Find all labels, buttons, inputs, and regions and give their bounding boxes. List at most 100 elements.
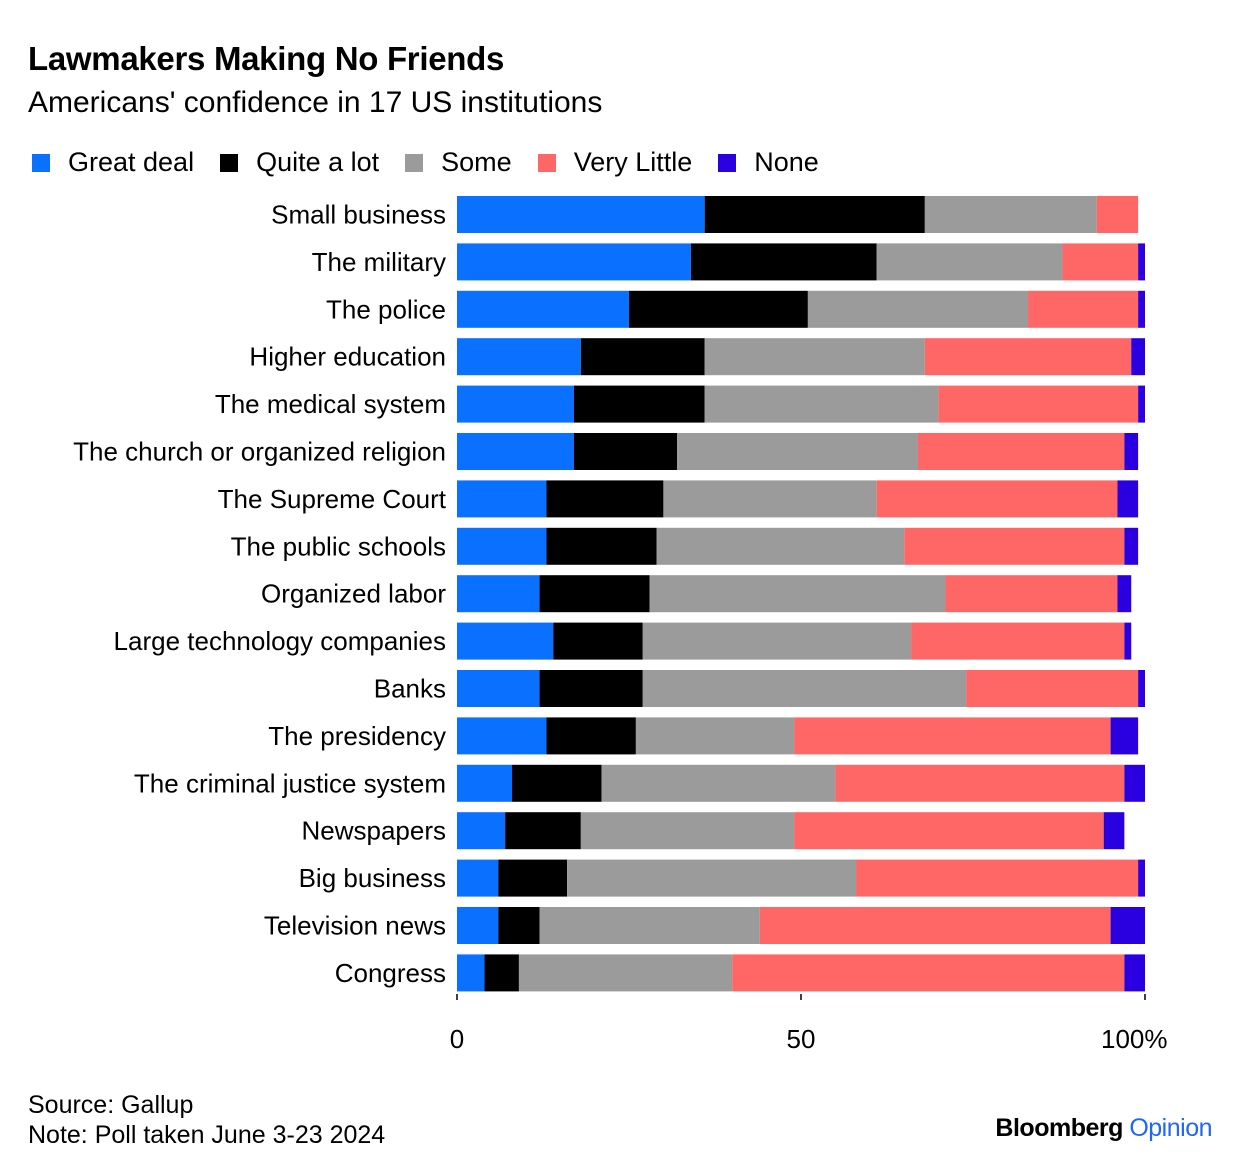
x-tick-label-50: 50 xyxy=(787,1024,816,1054)
bar-segment-the-church-or-organized-religion-great-deal xyxy=(457,433,574,470)
category-label-the-church-or-organized-religion: The church or organized religion xyxy=(73,437,446,467)
bar-segment-the-public-schools-some xyxy=(656,527,905,565)
brand-primary: Bloomberg xyxy=(995,1114,1123,1142)
bar-segment-the-medical-system-great-deal xyxy=(457,385,574,423)
bar-segment-the-public-schools-great-deal xyxy=(457,527,547,565)
bar-segment-the-criminal-justice-system-very-little xyxy=(835,764,1125,802)
bar-segment-the-supreme-court-none xyxy=(1117,480,1139,518)
source-text: Source: Gallup xyxy=(28,1091,194,1119)
chart-footnote: Source: Gallup Note: Poll taken June 3-2… xyxy=(28,1090,385,1150)
bar-segment-newspapers-none xyxy=(1103,812,1125,850)
chart-subtitle: Americans' confidence in 17 US instituti… xyxy=(28,86,603,119)
stacked-bar-chart: Small business The military The police High… xyxy=(73,196,1168,1054)
legend-item-great-deal: Great deal xyxy=(32,147,194,178)
bar-segment-big-business-none xyxy=(1138,859,1145,897)
legend-swatch-some xyxy=(405,153,424,172)
bar-segment-higher-education-very-little xyxy=(924,338,1132,376)
legend-item-some: Some xyxy=(405,147,512,178)
x-tick-label-0: 0 xyxy=(450,1024,464,1054)
category-label-banks: Banks xyxy=(374,674,446,704)
category-label-the-supreme-court: The Supreme Court xyxy=(218,484,447,514)
legend-label-quite-a-lot: Quite a lot xyxy=(256,147,380,177)
brand-secondary: Opinion xyxy=(1129,1114,1212,1142)
bar-segment-small-business-some xyxy=(924,196,1097,233)
bar-segment-the-police-quite-a-lot xyxy=(629,290,808,328)
bar-segment-banks-quite-a-lot xyxy=(539,670,643,707)
bar-segment-the-medical-system-none xyxy=(1138,385,1145,423)
bar-segment-newspapers-very-little xyxy=(794,812,1104,850)
bar-segment-the-supreme-court-very-little xyxy=(876,480,1118,518)
bar-segment-the-military-quite-a-lot xyxy=(690,243,877,281)
bar-segment-large-technology-companies-quite-a-lot xyxy=(553,622,643,660)
bar-segment-the-military-great-deal xyxy=(457,243,691,281)
chart-title: Lawmakers Making No Friends xyxy=(28,40,505,77)
bar-segment-the-presidency-none xyxy=(1110,717,1139,755)
bar-segment-newspapers-great-deal xyxy=(457,812,506,850)
category-label-the-medical-system: The medical system xyxy=(215,389,446,419)
bar-segment-the-church-or-organized-religion-quite-a-lot xyxy=(573,433,678,470)
bar-segment-the-public-schools-none xyxy=(1124,527,1139,565)
legend-swatch-none xyxy=(718,153,737,172)
bar-segment-the-presidency-some xyxy=(635,717,795,755)
bar-segment-higher-education-quite-a-lot xyxy=(580,338,705,376)
bar-segment-newspapers-some xyxy=(580,812,795,850)
bar-segment-the-supreme-court-great-deal xyxy=(457,480,547,518)
bar-segment-the-presidency-very-little xyxy=(794,717,1111,755)
legend-label-very-little: Very Little xyxy=(573,147,693,177)
bar-segment-the-presidency-great-deal xyxy=(457,717,547,755)
category-label-the-public-schools: The public schools xyxy=(231,531,446,561)
bar-segment-the-medical-system-very-little xyxy=(938,385,1139,423)
bar-segment-the-church-or-organized-religion-some xyxy=(677,433,918,470)
chart-legend: Great deal Quite a lot Some Very Little … xyxy=(32,147,845,178)
bar-segment-the-supreme-court-quite-a-lot xyxy=(546,480,664,518)
bar-segment-small-business-very-little xyxy=(1096,196,1139,233)
category-label-small-business: Small business xyxy=(271,200,446,230)
bar-segment-the-public-schools-quite-a-lot xyxy=(546,527,657,565)
bar-segment-banks-some xyxy=(642,670,967,707)
bar-segment-television-news-great-deal xyxy=(457,907,499,944)
bar-segment-the-supreme-court-some xyxy=(663,480,877,518)
bar-segment-small-business-quite-a-lot xyxy=(704,196,925,233)
bar-segment-organized-labor-none xyxy=(1117,575,1132,613)
bar-segment-organized-labor-very-little xyxy=(945,575,1118,613)
bar-segment-the-public-schools-very-little xyxy=(904,527,1125,565)
bar-segment-the-military-none xyxy=(1138,243,1145,281)
bar-segment-the-presidency-quite-a-lot xyxy=(546,717,636,755)
bloomberg-opinion-logo: Bloomberg Opinion xyxy=(995,1114,1212,1143)
bar-segment-higher-education-none xyxy=(1131,338,1145,376)
category-label-organized-labor: Organized labor xyxy=(261,579,446,609)
bar-segment-small-business-great-deal xyxy=(457,196,705,233)
category-label-big-business: Big business xyxy=(299,863,446,893)
legend-swatch-very-little xyxy=(537,153,556,172)
note-text: Note: Poll taken June 3-23 2024 xyxy=(28,1121,386,1149)
bar-segment-large-technology-companies-none xyxy=(1124,622,1132,660)
category-label-newspapers: Newspapers xyxy=(301,816,446,846)
bar-segment-big-business-some xyxy=(567,859,857,897)
category-label-higher-education: Higher education xyxy=(249,342,446,372)
bar-segment-the-church-or-organized-religion-very-little xyxy=(917,433,1125,470)
bar-segment-the-church-or-organized-religion-none xyxy=(1124,433,1139,470)
bar-segment-banks-great-deal xyxy=(457,670,540,707)
category-label-the-presidency: The presidency xyxy=(268,721,446,751)
bar-segment-congress-quite-a-lot xyxy=(484,954,519,992)
bar-segment-big-business-very-little xyxy=(856,859,1139,897)
bar-segment-the-criminal-justice-system-none xyxy=(1124,764,1145,802)
x-tick-label-100: 100% xyxy=(1101,1024,1168,1054)
bar-segment-television-news-very-little xyxy=(759,907,1111,944)
legend-item-very-little: Very Little xyxy=(537,147,693,178)
bar-segment-congress-none xyxy=(1124,954,1145,992)
bar-segment-the-medical-system-quite-a-lot xyxy=(573,385,705,423)
bar-segment-newspapers-quite-a-lot xyxy=(505,812,581,850)
legend-item-quite-a-lot: Quite a lot xyxy=(220,147,379,178)
bar-segment-big-business-great-deal xyxy=(457,859,499,897)
category-label-the-criminal-justice-system: The criminal justice system xyxy=(134,768,446,798)
bar-segment-banks-none xyxy=(1138,670,1145,707)
legend-item-none: None xyxy=(718,147,819,178)
bar-segment-higher-education-some xyxy=(704,338,925,376)
bar-segment-the-medical-system-some xyxy=(704,385,939,423)
legend-label-great-deal: Great deal xyxy=(68,147,195,177)
legend-swatch-great-deal xyxy=(32,153,50,172)
bar-segment-the-police-some xyxy=(807,290,1029,328)
bar-segment-congress-very-little xyxy=(732,954,1125,992)
legend-label-some: Some xyxy=(441,147,512,177)
